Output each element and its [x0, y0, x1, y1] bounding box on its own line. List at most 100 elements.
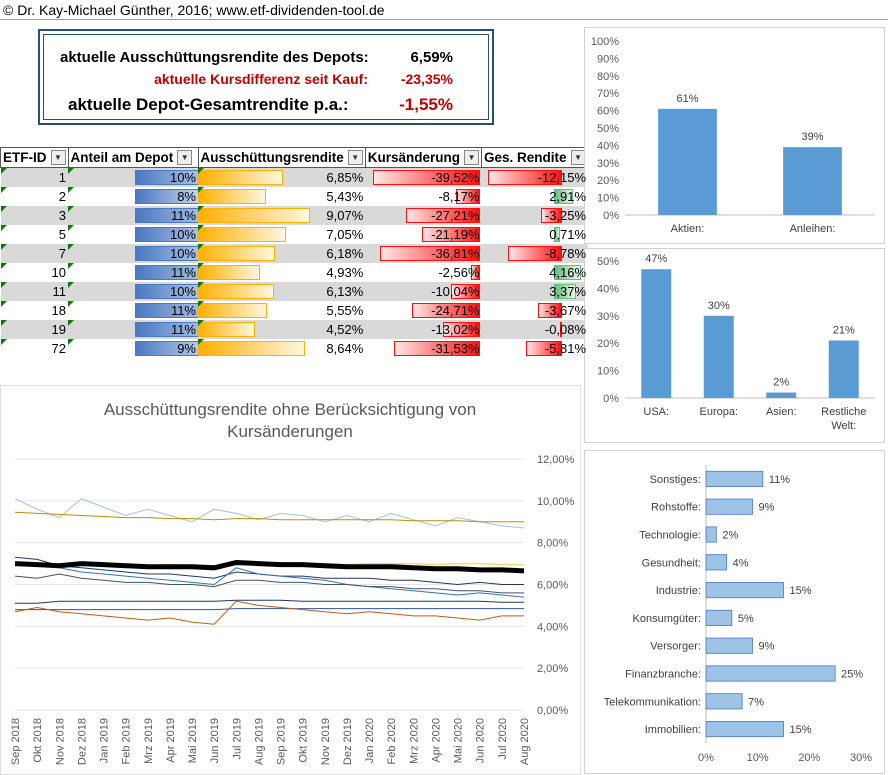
cell-etf-id[interactable]: 19	[0, 320, 68, 339]
yield-databar	[198, 341, 305, 356]
cell-share[interactable]: 9%	[68, 339, 227, 358]
comment-marker-icon	[68, 320, 74, 326]
cell-etf-id[interactable]: 2	[0, 187, 69, 206]
yield-value: 7,05%	[326, 227, 364, 242]
cell-share[interactable]: 10%	[68, 244, 237, 263]
header-total-return[interactable]: Ges. Rendite ▼	[481, 147, 589, 168]
bar	[703, 315, 734, 398]
filter-sort-icon[interactable]: ▼	[50, 150, 66, 166]
x-tick-label: Sep 2018	[10, 718, 22, 765]
table-row: 3 11% 9,07% -27,21% -3,25%	[0, 206, 589, 225]
summary-inner-frame: aktuelle Ausschüttungsrendite des Depots…	[43, 34, 489, 120]
cell-total-return[interactable]: -3,67%	[482, 301, 589, 320]
cell-yield[interactable]: 7,05%	[198, 225, 365, 244]
header-etf-id[interactable]: ETF-ID ▼	[0, 147, 69, 168]
cell-yield[interactable]: 4,52%	[198, 320, 366, 339]
total-return-value: -3,67%	[544, 303, 587, 318]
series-line	[14, 511, 524, 523]
price-change-value: -2,56%	[438, 265, 480, 280]
x-tick-label: 10%	[747, 752, 769, 764]
bar	[705, 665, 836, 682]
yield-value: 4,93%	[326, 265, 364, 280]
y-tick-label: 80%	[597, 71, 619, 83]
cell-price-change[interactable]: -36,81%	[365, 244, 482, 263]
diff-value: -23,35%	[400, 71, 453, 87]
region-chart: 0% 10% 20% 30% 40% 50% 47% USA: 30% Europa: 2% Asie…	[597, 253, 875, 432]
cell-etf-id[interactable]: 10	[0, 263, 69, 282]
cell-etf-id[interactable]: 3	[0, 206, 68, 225]
cell-yield[interactable]: 8,64%	[198, 339, 365, 358]
cell-share[interactable]: 11%	[68, 206, 247, 225]
cell-share[interactable]: 11%	[68, 263, 247, 282]
cell-etf-id[interactable]: 18	[0, 301, 69, 320]
cell-yield[interactable]: 6,13%	[198, 282, 366, 301]
cell-total-return[interactable]: 2,91%	[482, 187, 589, 206]
yield-databar	[198, 170, 283, 185]
cell-share[interactable]: 10%	[68, 167, 237, 187]
y-tick-label: 6,00%	[537, 580, 568, 592]
table-row: 11 10% 6,13% -10,04% 3,37%	[0, 282, 589, 301]
cell-share[interactable]: 8%	[68, 187, 217, 206]
cell-total-return[interactable]: -12,15%	[481, 167, 589, 187]
cell-total-return[interactable]: -0,08%	[481, 320, 589, 339]
cell-share[interactable]: 11%	[68, 320, 247, 339]
total-label: aktuelle Depot-Gesamtrendite p.a.:	[68, 95, 349, 114]
cell-yield[interactable]: 6,18%	[198, 244, 366, 263]
cell-yield[interactable]: 9,07%	[198, 206, 366, 225]
cell-yield[interactable]: 6,85%	[198, 167, 366, 187]
header-share[interactable]: Anteil am Depot ▼	[67, 147, 199, 168]
data-label: 7%	[748, 696, 764, 708]
cell-price-change[interactable]: -39,52%	[365, 167, 482, 187]
cell-price-change[interactable]: -13,02%	[365, 320, 482, 339]
filter-dropdown-icon[interactable]: ▼	[464, 150, 480, 166]
cell-price-change[interactable]: -2,56%	[365, 263, 481, 282]
cell-yield[interactable]: 5,55%	[198, 301, 365, 320]
yield-label: aktuelle Ausschüttungsrendite des Depots…	[60, 49, 369, 66]
header-price-change[interactable]: Kursänderung ▼	[364, 147, 483, 168]
filter-dropdown-icon[interactable]: ▼	[347, 150, 363, 166]
cell-price-change[interactable]: -27,21%	[365, 206, 482, 225]
share-value: 11%	[170, 265, 196, 280]
cell-share[interactable]: 10%	[68, 225, 237, 244]
filter-active-icon[interactable]: ▼	[177, 150, 193, 166]
cell-total-return[interactable]: -3,25%	[481, 206, 589, 225]
cell-share[interactable]: 11%	[68, 301, 247, 320]
cell-total-return[interactable]: -8,78%	[481, 244, 589, 263]
cell-share[interactable]: 10%	[68, 282, 237, 301]
total-return-databar	[541, 208, 563, 223]
y-tick-label: 60%	[597, 106, 619, 118]
total-return-databar	[526, 341, 563, 356]
yield-value: 6,59%	[410, 49, 453, 66]
cell-price-change[interactable]: -8,17%	[365, 187, 481, 206]
x-tick-label: Aug 2020	[519, 718, 531, 765]
cell-total-return[interactable]: 3,37%	[481, 282, 589, 301]
category-label: Immobilien:	[645, 724, 701, 736]
cell-price-change[interactable]: -24,71%	[365, 301, 481, 320]
bar	[705, 637, 753, 654]
etf-table: ETF-ID ▼ Anteil am Depot ▼ Ausschüttungsre…	[0, 147, 589, 358]
sector-chart-panel: 0% 10% 20% 30% Sonstiges: 11% Rohstoffe: 9% Tech…	[584, 450, 885, 774]
y-tick-label: 12,00%	[537, 454, 575, 466]
cell-etf-id[interactable]: 5	[0, 225, 69, 244]
cell-total-return[interactable]: -5,81%	[482, 339, 589, 358]
cell-price-change[interactable]: -10,04%	[365, 282, 482, 301]
cell-total-return[interactable]: 4,16%	[482, 263, 589, 282]
comment-marker-icon	[198, 301, 204, 307]
cell-price-change[interactable]: -31,53%	[365, 339, 481, 358]
cell-yield[interactable]: 5,43%	[198, 187, 365, 206]
cell-price-change[interactable]: -21,19%	[365, 225, 481, 244]
price-change-value: -36,81%	[431, 246, 480, 261]
cell-yield[interactable]: 4,93%	[198, 263, 365, 282]
cell-total-return[interactable]: 0,71%	[482, 225, 589, 244]
comment-marker-icon	[68, 339, 74, 345]
cell-etf-id[interactable]: 72	[0, 339, 69, 358]
price-change-databar	[450, 284, 480, 299]
cell-etf-id[interactable]: 11	[0, 282, 68, 301]
x-tick-label: Jun 2019	[209, 718, 221, 763]
header-label: ETF-ID	[3, 149, 47, 165]
cell-etf-id[interactable]: 1	[0, 167, 68, 187]
y-tick-label: 30%	[597, 311, 619, 323]
header-yield[interactable]: Ausschüttungsrendite ▼	[197, 147, 366, 168]
x-tick-label: 30%	[850, 752, 872, 764]
cell-etf-id[interactable]: 7	[0, 244, 68, 263]
